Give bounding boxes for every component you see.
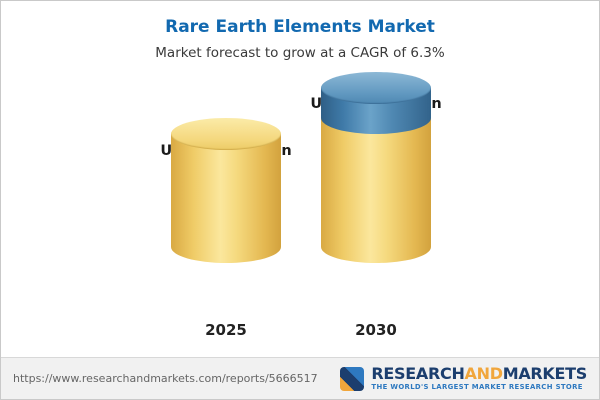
- cylinder-top-2025: [171, 118, 281, 150]
- logo-word-markets: MARKETS: [502, 364, 588, 383]
- cylinder-top-2030: [321, 72, 431, 104]
- researchandmarkets-logo-icon: [340, 366, 365, 391]
- footer-bar: https://www.researchandmarkets.com/repor…: [1, 357, 599, 399]
- cylinder-body-2025: [171, 134, 281, 263]
- logo-wordmark: RESEARCHANDMARKETS THE WORLD'S LARGEST M…: [371, 365, 587, 392]
- report-url[interactable]: https://www.researchandmarkets.com/repor…: [13, 372, 318, 385]
- logo-word-and: AND: [464, 364, 503, 383]
- x-axis-label-2030: 2030: [355, 321, 397, 339]
- logo-tagline: THE WORLD'S LARGEST MARKET RESEARCH STOR…: [371, 383, 583, 391]
- x-axis-label-2025: 2025: [205, 321, 247, 339]
- logo-wordmark-line: RESEARCHANDMARKETS: [371, 365, 587, 382]
- logo-word-research: RESEARCH: [371, 364, 465, 383]
- chart-subtitle: Market forecast to grow at a CAGR of 6.3…: [155, 45, 445, 61]
- researchandmarkets-logo: RESEARCHANDMARKETS THE WORLD'S LARGEST M…: [340, 365, 587, 392]
- chart-title: Rare Earth Elements Market: [165, 17, 435, 37]
- plot-area: USD 5.73 Billion USD 7.79 Billion 2025 2…: [1, 71, 599, 351]
